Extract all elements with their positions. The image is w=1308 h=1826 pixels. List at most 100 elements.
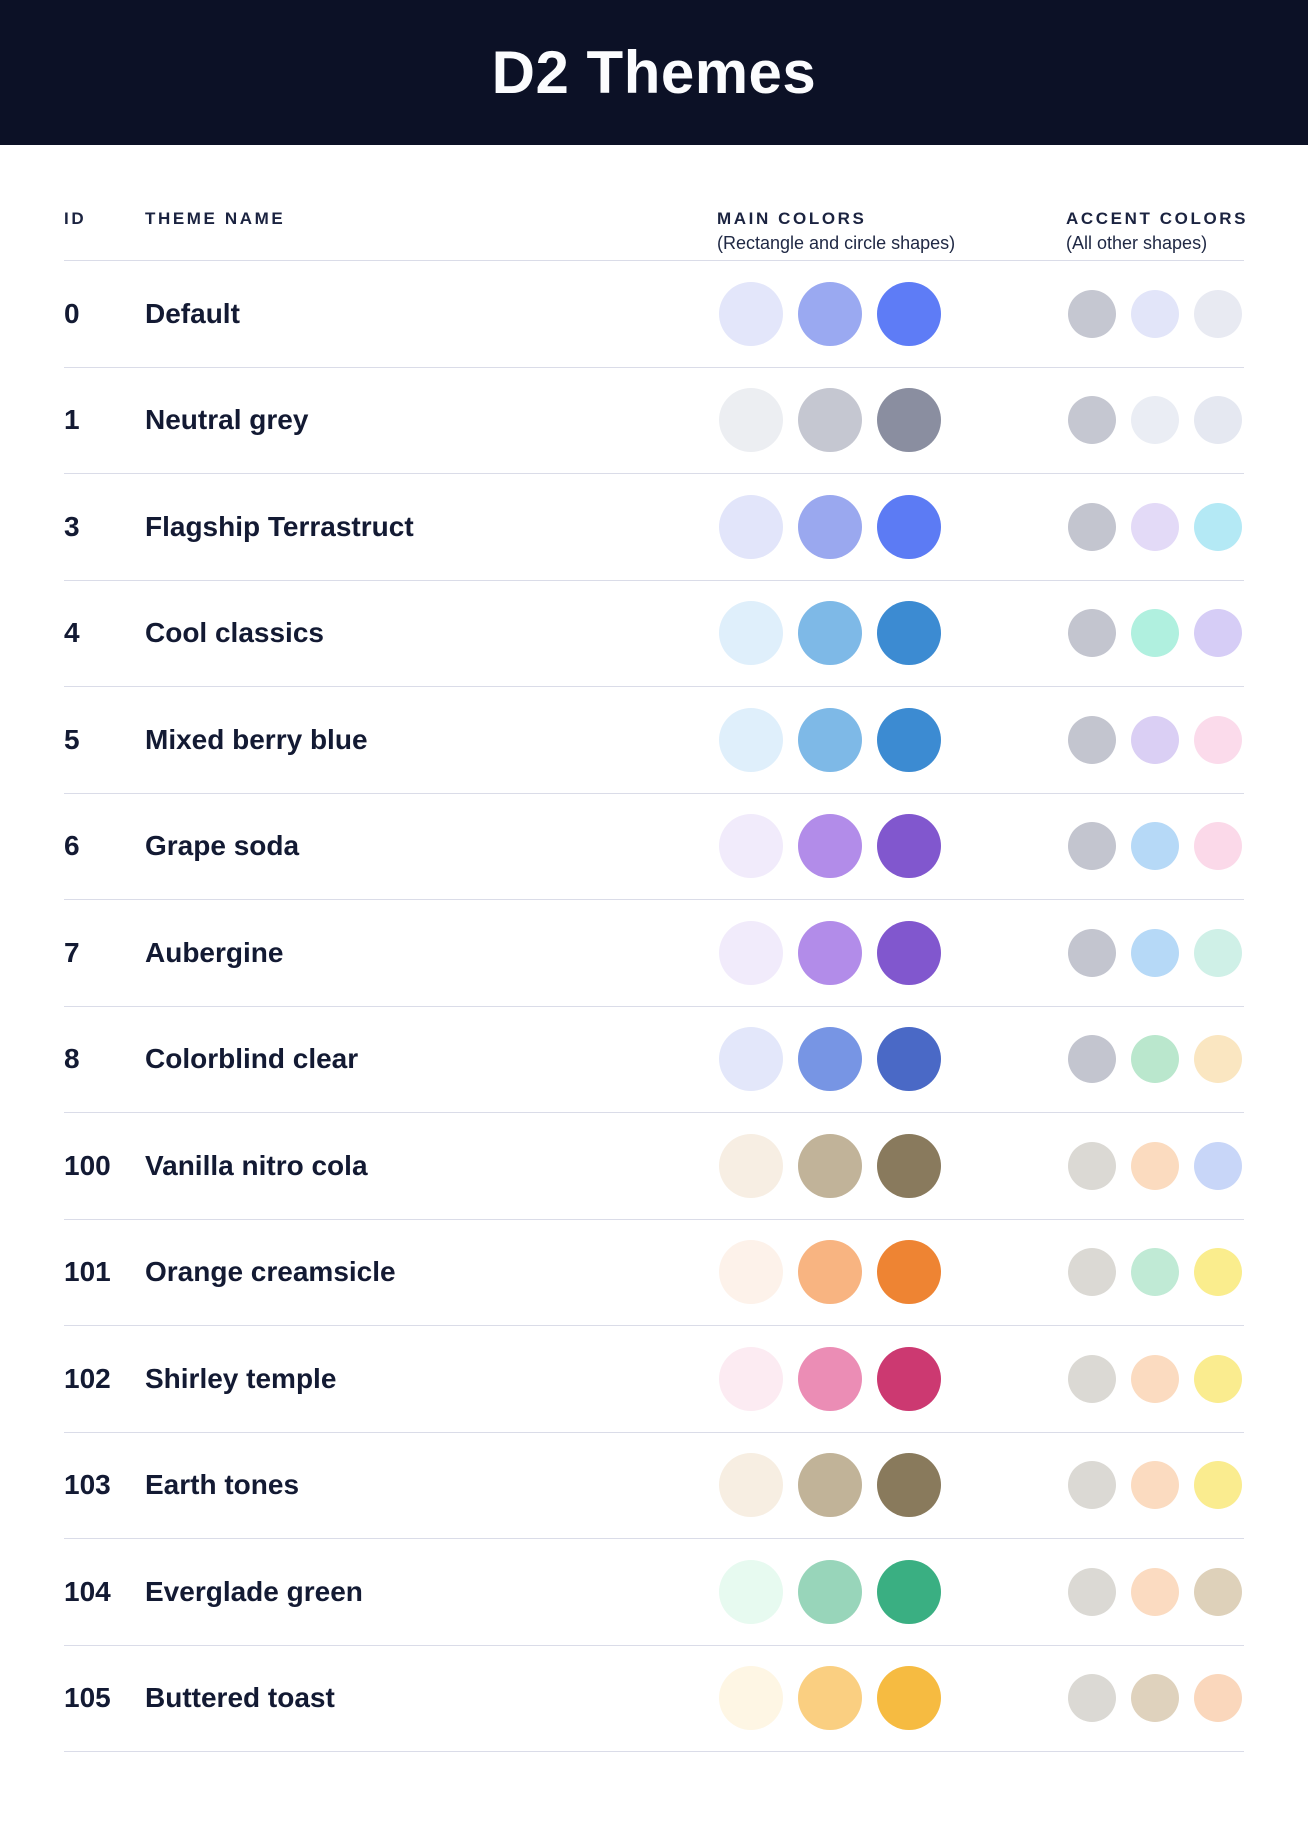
accent-color-swatches <box>1068 1461 1242 1510</box>
theme-row: 101 Orange creamsicle <box>64 1220 1244 1326</box>
accent-color-swatch <box>1131 1461 1179 1510</box>
theme-id: 104 <box>64 1575 111 1607</box>
main-color-swatches <box>719 1453 941 1518</box>
accent-color-swatches <box>1068 609 1242 658</box>
main-color-swatch <box>719 920 783 985</box>
main-color-swatches <box>719 388 941 453</box>
main-color-swatch <box>719 281 783 346</box>
column-header-id: ID <box>64 209 87 228</box>
theme-row: 105 Buttered toast <box>64 1646 1244 1752</box>
accent-color-swatch <box>1131 1354 1179 1403</box>
accent-color-swatch <box>1194 1354 1242 1403</box>
accent-color-swatch <box>1194 715 1242 764</box>
theme-row: 3 Flagship Terrastruct <box>64 474 1244 581</box>
theme-name: Flagship Terrastruct <box>145 510 414 542</box>
theme-name: Orange creamsicle <box>145 1256 396 1288</box>
column-header-main-colors: MAIN COLORS <box>717 209 867 228</box>
main-color-swatch <box>877 1559 941 1624</box>
main-color-swatch <box>877 1346 941 1411</box>
main-color-swatch <box>877 707 941 772</box>
accent-color-swatch <box>1131 289 1179 338</box>
theme-name: Cool classics <box>145 617 324 649</box>
theme-name: Shirley temple <box>145 1362 337 1394</box>
main-color-swatch <box>798 1666 862 1731</box>
table-body: 0 Default 1 Neutral grey 3 Flagship Terr… <box>64 261 1244 1752</box>
accent-color-swatch <box>1131 396 1179 445</box>
main-color-swatches <box>719 1133 941 1198</box>
main-color-swatches <box>719 494 941 559</box>
theme-name: Everglade green <box>145 1575 363 1607</box>
accent-color-swatch <box>1131 928 1179 977</box>
theme-name: Neutral grey <box>145 404 309 436</box>
accent-color-swatch <box>1068 1035 1116 1084</box>
main-color-swatch <box>798 388 862 453</box>
accent-color-swatch <box>1131 822 1179 871</box>
column-subheader-accent-colors: (All other shapes) <box>1066 233 1208 253</box>
theme-row: 104 Everglade green <box>64 1539 1244 1646</box>
accent-color-swatch <box>1194 289 1242 338</box>
main-color-swatch <box>798 494 862 559</box>
main-color-swatch <box>798 1559 862 1624</box>
main-color-swatch <box>877 388 941 453</box>
accent-color-swatches <box>1068 1035 1242 1084</box>
accent-color-swatches <box>1068 822 1242 871</box>
accent-color-swatch <box>1194 1248 1242 1297</box>
accent-color-swatch <box>1194 502 1242 551</box>
theme-id: 6 <box>64 830 80 862</box>
main-color-swatch <box>719 1346 783 1411</box>
accent-color-swatch <box>1194 928 1242 977</box>
main-color-swatch <box>798 707 862 772</box>
accent-color-swatch <box>1131 1248 1179 1297</box>
theme-row: 4 Cool classics <box>64 581 1244 687</box>
main-color-swatches <box>719 281 941 346</box>
main-color-swatches <box>719 1240 941 1305</box>
main-color-swatch <box>719 1027 783 1092</box>
accent-color-swatch <box>1194 1567 1242 1616</box>
theme-row: 1 Neutral grey <box>64 368 1244 474</box>
main-color-swatches <box>719 1346 941 1411</box>
theme-id: 7 <box>64 936 80 968</box>
main-color-swatch <box>877 1027 941 1092</box>
accent-color-swatch <box>1068 609 1116 658</box>
main-color-swatch <box>877 1133 941 1198</box>
theme-name: Buttered toast <box>145 1682 335 1714</box>
main-color-swatch <box>719 814 783 879</box>
theme-id: 103 <box>64 1469 111 1501</box>
main-color-swatch <box>877 281 941 346</box>
table-header: ID THEME NAME MAIN COLORS ACCENT COLORS … <box>64 145 1245 261</box>
main-color-swatches <box>719 601 941 666</box>
theme-id: 105 <box>64 1682 111 1714</box>
accent-color-swatch <box>1131 1674 1179 1723</box>
main-color-swatch <box>719 707 783 772</box>
accent-color-swatch <box>1194 396 1242 445</box>
accent-color-swatch <box>1194 1674 1242 1723</box>
main-color-swatch <box>877 601 941 666</box>
main-color-swatch <box>719 1559 783 1624</box>
accent-color-swatch <box>1131 715 1179 764</box>
theme-id: 5 <box>64 723 80 755</box>
theme-id: 0 <box>64 297 80 329</box>
main-color-swatch <box>798 1027 862 1092</box>
theme-id: 4 <box>64 617 80 649</box>
main-color-swatch <box>719 494 783 559</box>
main-color-swatch <box>719 1133 783 1198</box>
main-color-swatches <box>719 1666 941 1731</box>
accent-color-swatch <box>1131 502 1179 551</box>
accent-color-swatches <box>1068 1141 1242 1190</box>
theme-row: 7 Aubergine <box>64 900 1244 1007</box>
main-color-swatch <box>798 1453 862 1518</box>
theme-id: 102 <box>64 1362 111 1394</box>
theme-row: 103 Earth tones <box>64 1433 1244 1539</box>
theme-row: 8 Colorblind clear <box>64 1007 1244 1113</box>
accent-color-swatch <box>1194 1035 1242 1084</box>
theme-name: Colorblind clear <box>145 1043 359 1075</box>
main-color-swatch <box>877 494 941 559</box>
main-color-swatch <box>798 601 862 666</box>
accent-color-swatch <box>1131 1567 1179 1616</box>
theme-name: Earth tones <box>145 1469 300 1501</box>
accent-color-swatches <box>1068 502 1242 551</box>
main-color-swatch <box>877 920 941 985</box>
accent-color-swatch <box>1068 1461 1116 1510</box>
accent-color-swatch <box>1068 1354 1116 1403</box>
main-color-swatch <box>798 920 862 985</box>
